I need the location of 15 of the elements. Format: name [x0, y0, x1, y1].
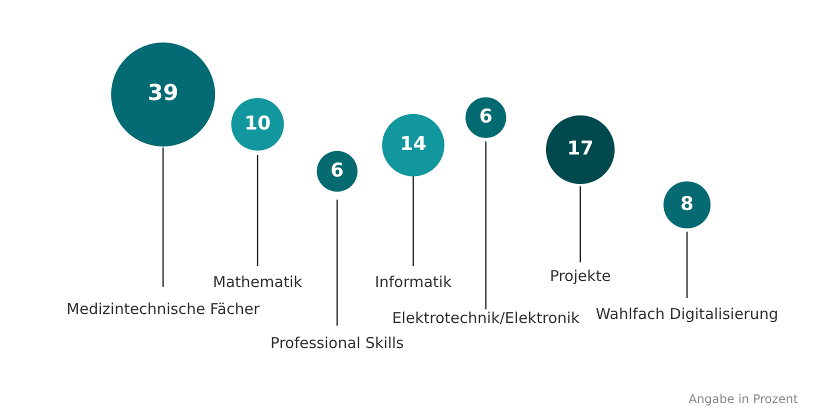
category-label: Medizintechnische Fächer: [66, 300, 260, 318]
data-label: 17: [567, 138, 594, 160]
data-label: 10: [244, 112, 271, 134]
data-label: 6: [479, 106, 492, 128]
category-label: Elektrotechnik/Elektronik: [392, 308, 580, 327]
text: Angabe in Prozent: [688, 392, 798, 406]
data-label: 8: [680, 192, 694, 215]
data-label: 39: [148, 81, 178, 106]
category-label: Projekte: [550, 267, 611, 286]
category-label: Wahlfach Digitalisierung: [596, 305, 778, 324]
category-label: Professional Skills: [270, 334, 404, 352]
data-label: 14: [400, 133, 426, 156]
data-label: 6: [330, 159, 344, 182]
category-label: Informatik: [374, 273, 452, 292]
category-label: Mathematik: [212, 273, 303, 292]
